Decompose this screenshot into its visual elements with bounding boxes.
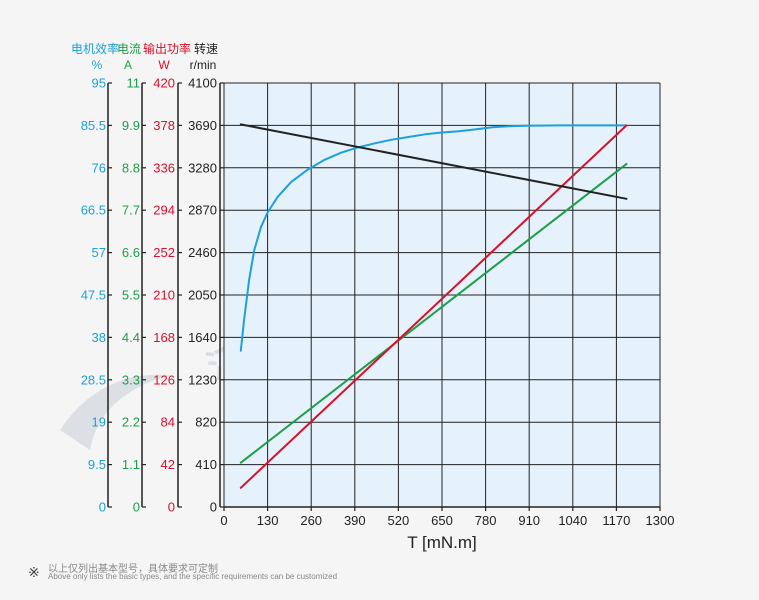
y-tick-label-current: 8.8 xyxy=(122,160,140,175)
x-tick-label: 1170 xyxy=(602,513,630,528)
footer-text-en: Above only lists the basic types, and th… xyxy=(48,572,338,581)
y-tick-label-speed: 2870 xyxy=(188,203,217,218)
y-tick-label-power: 336 xyxy=(153,160,175,175)
y-tick-label-current: 4.4 xyxy=(122,330,140,345)
y-tick-label-speed: 1230 xyxy=(188,372,217,387)
x-tick-label: 910 xyxy=(518,513,540,528)
x-tick-label: 1040 xyxy=(558,513,587,528)
x-tick-label: 650 xyxy=(431,513,453,528)
y-tick-label-efficiency: 76 xyxy=(92,160,106,175)
y-tick-label-speed: 2050 xyxy=(188,288,217,303)
x-tick-label: 780 xyxy=(475,513,497,528)
axes: 0 9.5 19 28.5 38 47.5 57 66.5 76 85.5 95 0 1.1 2.2 3.3… xyxy=(71,41,674,528)
y-tick-label-efficiency: 95 xyxy=(92,76,106,91)
y-tick-label-efficiency: 0 xyxy=(99,500,106,515)
y-tick-label-current: 11 xyxy=(127,76,141,91)
y-tick-label-power: 210 xyxy=(153,288,175,303)
y-tick-label-power: 420 xyxy=(153,76,175,91)
x-tick-label: 1300 xyxy=(646,513,675,528)
y-tick-label-efficiency: 19 xyxy=(92,415,106,430)
y-tick-label-efficiency: 85.5 xyxy=(81,118,106,133)
y-tick-label-power: 378 xyxy=(153,118,175,133)
y-tick-label-efficiency: 57 xyxy=(92,245,106,260)
axis-unit-current: A xyxy=(124,58,132,72)
y-tick-label-speed: 0 xyxy=(210,500,217,515)
series-lines xyxy=(239,123,628,489)
y-tick-label-power: 0 xyxy=(168,500,175,515)
x-tick-label: 520 xyxy=(388,513,410,528)
axis-title-power: 输出功率 xyxy=(143,41,191,56)
y-tick-label-efficiency: 47.5 xyxy=(81,288,106,303)
y-tick-label-current: 9.9 xyxy=(122,118,140,133)
y-tick-label-current: 1.1 xyxy=(122,457,140,472)
axis-unit-power: W xyxy=(158,58,170,72)
x-tick-label: 0 xyxy=(220,513,227,528)
y-tick-label-speed: 3280 xyxy=(188,160,217,175)
y-tick-label-current: 0 xyxy=(133,500,140,515)
footer-symbol: ※ xyxy=(28,564,40,580)
y-tick-label-speed: 820 xyxy=(195,415,217,430)
axis-title-current: 电流 xyxy=(117,42,141,56)
y-tick-label-speed: 1640 xyxy=(188,330,217,345)
x-axis-label: T [mN.m] xyxy=(407,533,477,552)
axis-title-speed: 转速 xyxy=(194,41,218,56)
y-tick-label-speed: 410 xyxy=(195,457,217,472)
grid xyxy=(223,82,661,508)
y-tick-label-speed: 4100 xyxy=(188,76,217,91)
x-tick-label: 390 xyxy=(344,513,366,528)
y-tick-label-efficiency: 28.5 xyxy=(81,372,106,387)
footer-text-zh: 以上仅列出基本型号，具体要求可定制 xyxy=(48,564,218,575)
y-tick-label-current: 7.7 xyxy=(122,203,140,218)
series-line-efficiency xyxy=(239,124,628,352)
x-tick-label: 260 xyxy=(300,513,322,528)
y-tick-label-power: 84 xyxy=(161,415,175,430)
series-line-current xyxy=(239,162,628,464)
y-tick-label-power: 294 xyxy=(153,203,175,218)
y-tick-label-current: 3.3 xyxy=(122,372,140,387)
y-tick-label-efficiency: 9.5 xyxy=(88,457,106,472)
axis-title-efficiency: 电机效率 xyxy=(71,41,119,56)
axis-unit-speed: r/min xyxy=(190,58,217,72)
y-tick-label-power: 168 xyxy=(153,330,175,345)
y-tick-label-current: 5.5 xyxy=(122,288,140,303)
y-tick-label-speed: 3690 xyxy=(188,118,217,133)
y-tick-label-current: 6.6 xyxy=(122,245,140,260)
y-tick-label-power: 126 xyxy=(153,372,175,387)
y-tick-label-efficiency: 66.5 xyxy=(81,203,106,218)
series-line-speed xyxy=(239,123,628,200)
x-tick-label: 130 xyxy=(257,513,279,528)
y-tick-label-speed: 2460 xyxy=(188,245,217,260)
y-tick-label-power: 42 xyxy=(161,457,175,472)
y-tick-label-efficiency: 38 xyxy=(92,330,106,345)
watermark-logo-icon xyxy=(60,374,170,450)
y-tick-label-power: 252 xyxy=(153,245,175,260)
y-tick-label-current: 2.2 xyxy=(122,415,140,430)
axis-unit-efficiency: % xyxy=(92,58,103,72)
